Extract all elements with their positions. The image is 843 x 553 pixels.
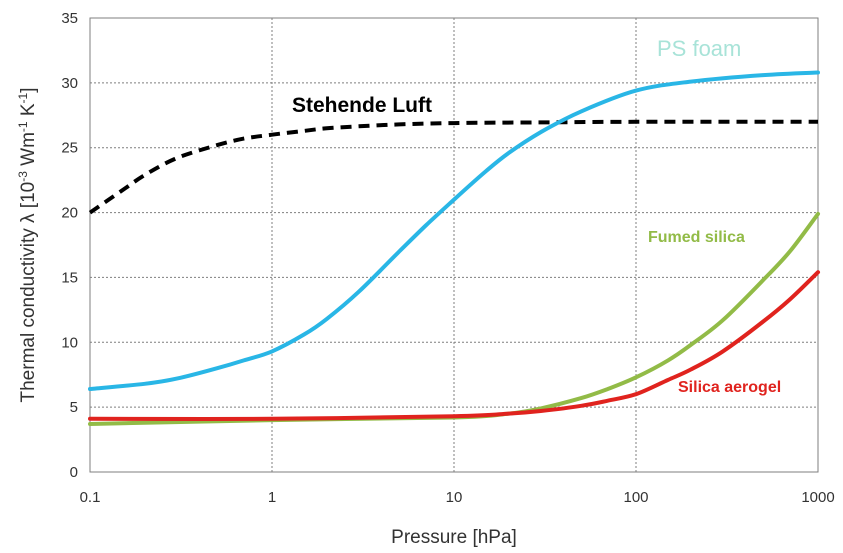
y-axis-title-part-3: K: [18, 103, 39, 121]
y-axis-title-part-2: Wm: [18, 132, 39, 171]
y-tick-label-3: 15: [61, 269, 78, 286]
y-tick-label-7: 35: [61, 10, 78, 27]
y-axis-title-part-4: ]: [18, 88, 39, 93]
series-line-ps-foam: [88, 70, 820, 391]
x-tick-label-4: 1000: [801, 489, 834, 506]
x-tick-label-0: 0.1: [80, 489, 101, 506]
y-axis-title-sup-1: -3: [16, 171, 30, 182]
y-tick-label-1: 5: [70, 399, 78, 416]
y-axis-title-sup-3: -1: [16, 92, 30, 103]
series-group: [88, 70, 820, 426]
series-line-silica-aerogel: [88, 270, 820, 421]
y-tick-label-4: 20: [61, 205, 78, 222]
plot-area-frame: [89, 17, 819, 473]
label-silica-aerogel: Silica aerogel: [678, 379, 781, 396]
y-axis-title-part-1: Thermal conductivity λ [10: [18, 182, 39, 403]
x-axis-title: Pressure [hPa]: [391, 527, 517, 548]
y-tick-label-2: 10: [61, 334, 78, 351]
y-tick-label-0: 0: [70, 464, 78, 481]
y-tick-label-5: 25: [61, 140, 78, 157]
label-stehende-luft: Stehende Luft: [292, 94, 432, 117]
y-tick-label-6: 30: [61, 75, 78, 92]
y-axis-title: Thermal conductivity λ [10-3 Wm-1 K-1]: [16, 88, 39, 403]
axis-ticks: 0 5 10 15 20 25 30 35 0.1 1 10 100 1000: [61, 10, 834, 506]
label-fumed-silica: Fumed silica: [648, 229, 745, 246]
y-axis-title-sup-2: -1: [16, 121, 30, 132]
x-tick-label-1: 1: [268, 489, 276, 506]
x-tick-label-2: 10: [446, 489, 463, 506]
x-tick-label-3: 100: [623, 489, 648, 506]
label-ps-foam: PS foam: [657, 36, 741, 61]
